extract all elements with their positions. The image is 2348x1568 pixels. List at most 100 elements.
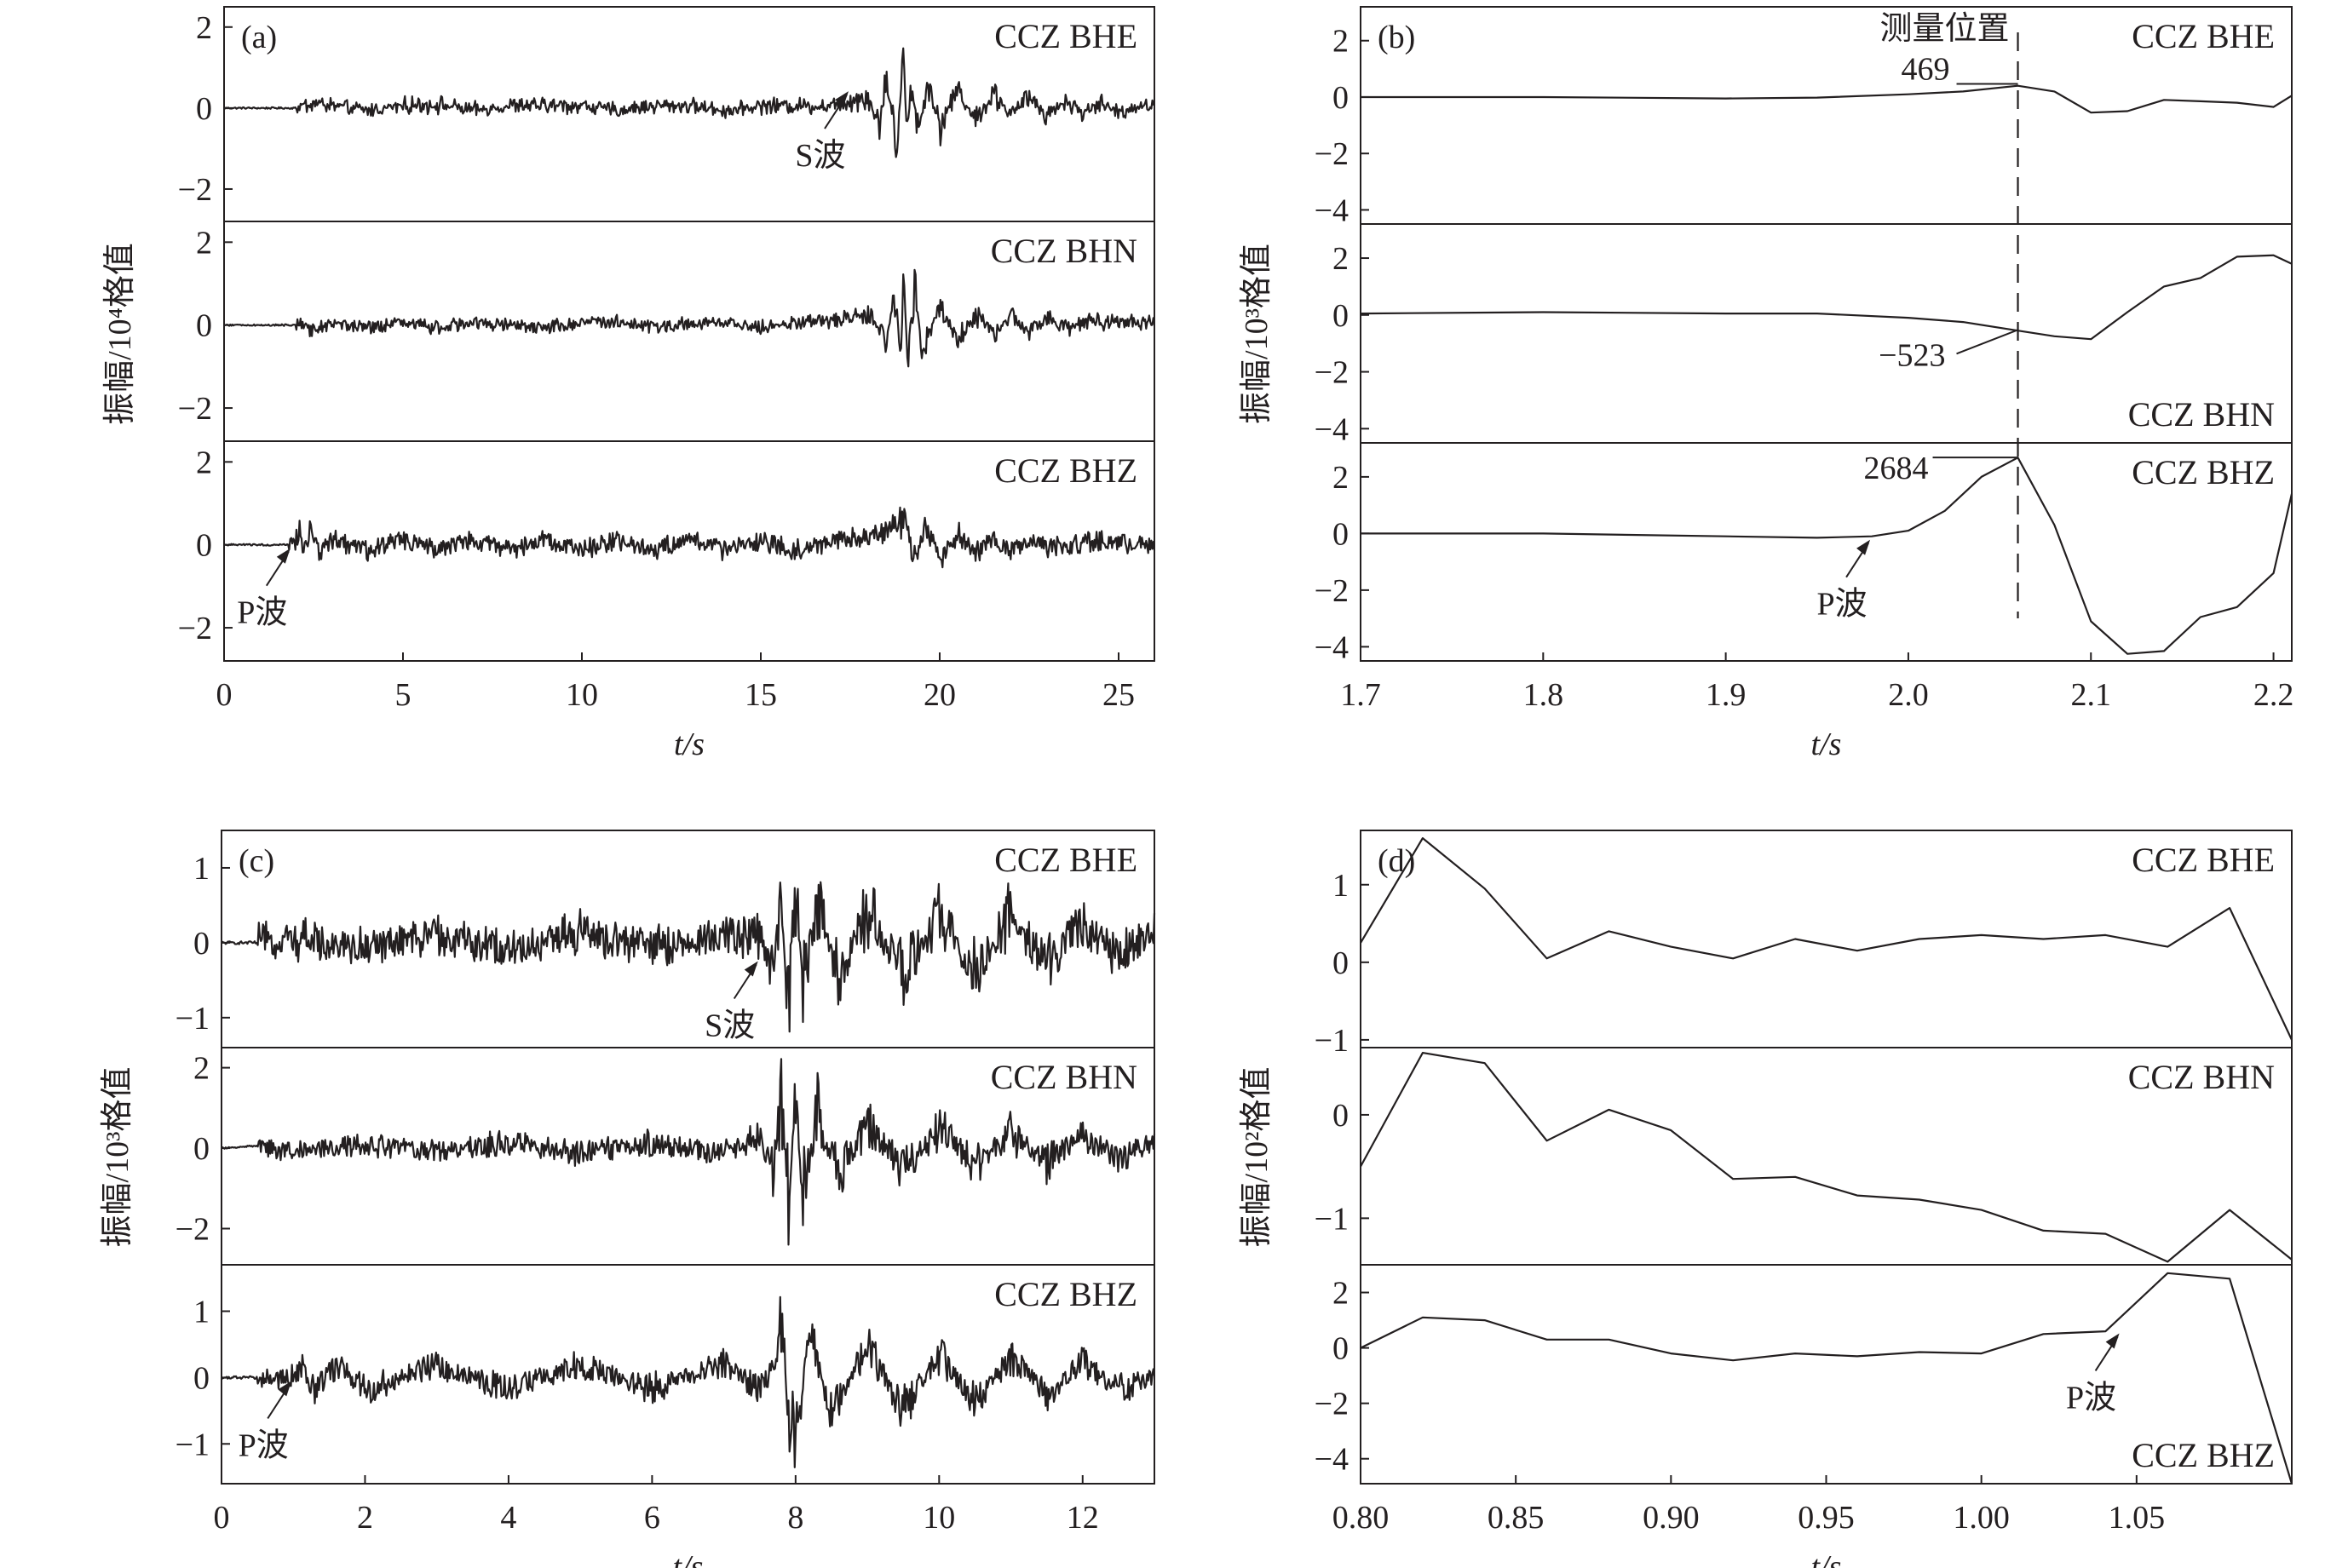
x-tick-label: 0.95 xyxy=(1798,1500,1855,1536)
y-tick-label: −2 xyxy=(1315,1387,1349,1422)
subplot-ccz-bhn: 2 0 −2 CCZ BHN xyxy=(176,1047,1156,1266)
y-tick-label: 2 xyxy=(196,225,212,261)
y-tick-label: 0 xyxy=(196,528,212,564)
panel-d: 1 0 −1 CCZ BHE 0 −1 CCZ BHN 2 0 −2 −4 CCZ BHZ P波 (d) 0… xyxy=(1239,830,2293,1568)
panel-label: (d) xyxy=(1378,843,1415,879)
x-tick-label: 2.0 xyxy=(1888,677,1929,713)
station-label: CCZ BHE xyxy=(994,841,1137,879)
y-axis-label: 振幅/10⁴格值 xyxy=(102,243,138,425)
y-tick-label: 0 xyxy=(193,1131,210,1167)
x-axis-label: t/s xyxy=(673,1549,704,1568)
y-tick-label: 0 xyxy=(193,1360,210,1396)
y-tick-label: −4 xyxy=(1315,1442,1349,1478)
x-axis-label: t/s xyxy=(1811,1549,1842,1568)
y-tick-label: −1 xyxy=(176,1427,210,1462)
y-tick-label: 2 xyxy=(1332,1276,1349,1312)
x-tick-label: 0.90 xyxy=(1643,1500,1700,1536)
y-tick-label: 0 xyxy=(1332,1098,1349,1134)
y-tick-label: −2 xyxy=(178,172,212,208)
y-tick-label: −2 xyxy=(178,391,212,427)
station-label: CCZ BHE xyxy=(2132,17,2275,55)
annotation-label: P波 xyxy=(239,1427,289,1463)
x-tick-label: 10 xyxy=(923,1500,955,1536)
station-label: CCZ BHE xyxy=(994,17,1137,55)
y-tick-label: −2 xyxy=(1315,136,1349,172)
station-label: CCZ BHE xyxy=(2132,841,2275,879)
annotation-arrowhead xyxy=(835,91,849,107)
x-tick-label: 4 xyxy=(500,1500,516,1536)
y-tick-label: −2 xyxy=(1315,573,1349,609)
subplot-ccz-bhz: 2 0 −2 −4 CCZ BHZ P波 xyxy=(1315,1264,2293,1485)
station-label: CCZ BHN xyxy=(991,1058,1137,1096)
y-tick-label: −1 xyxy=(176,1001,210,1037)
subplot-ccz-bhn: 0 −1 CCZ BHN xyxy=(1315,1047,2293,1266)
waveform-line xyxy=(221,1058,1156,1246)
waveform-line xyxy=(1360,1272,2293,1485)
subplot-ccz-bhe: 1 0 −1 CCZ BHE S波 xyxy=(176,830,1156,1048)
y-tick-label: −2 xyxy=(1315,355,1349,391)
subplot-frame xyxy=(1360,442,2293,662)
x-tick-label: 20 xyxy=(924,677,956,713)
annotation-label: S波 xyxy=(705,1008,755,1043)
waveform-line xyxy=(223,47,1155,158)
station-label: CCZ BHZ xyxy=(994,1275,1137,1313)
subplot-ccz-bhn: 2 0 −2 −4 CCZ BHN −523 xyxy=(1315,223,2293,447)
x-tick-label: 0 xyxy=(214,1500,230,1536)
annotation-label: S波 xyxy=(795,138,845,174)
y-tick-label: 2 xyxy=(193,1051,210,1087)
y-axis-label: 振幅/10³格值 xyxy=(100,1067,135,1248)
y-axis-label: 振幅/10³格值 xyxy=(1239,244,1275,424)
waveform-line xyxy=(223,268,1155,368)
waveform-line xyxy=(1360,1051,2293,1263)
annotation-arrowhead xyxy=(276,548,291,564)
x-tick-label: 2.2 xyxy=(2253,677,2294,713)
x-tick-label: 0 xyxy=(216,677,233,713)
y-tick-label: 1 xyxy=(193,851,210,887)
y-tick-label: −2 xyxy=(176,1212,210,1248)
y-tick-label: 0 xyxy=(1332,298,1349,334)
y-tick-label: 2 xyxy=(1332,24,1349,60)
panel-label: (c) xyxy=(239,843,274,879)
x-tick-label: 5 xyxy=(395,677,411,713)
x-tick-label: 10 xyxy=(566,677,598,713)
waveform-line xyxy=(1360,254,2293,341)
waveform-line xyxy=(1360,836,2293,1041)
y-tick-label: 0 xyxy=(1332,945,1349,981)
subplot-ccz-bhz: 2 0 −2 −4 CCZ BHZ 2684 P波 xyxy=(1315,442,2293,665)
station-label: CCZ BHN xyxy=(2128,1058,2275,1096)
measurement-marker-label: 测量位置 xyxy=(1880,11,2010,47)
subplot-frame xyxy=(223,440,1155,662)
x-tick-label: 6 xyxy=(644,1500,660,1536)
y-axis-label: 振幅/10²格值 xyxy=(1239,1067,1275,1248)
y-tick-label: −4 xyxy=(1315,629,1349,665)
y-tick-label: −1 xyxy=(1315,1023,1349,1059)
y-tick-label: 0 xyxy=(1332,516,1349,552)
station-label: CCZ BHN xyxy=(2128,395,2275,434)
x-tick-label: 1.00 xyxy=(1953,1500,2010,1536)
value-label: 469 xyxy=(1902,51,1950,87)
y-tick-label: −4 xyxy=(1315,192,1349,228)
panel-b: 2 0 −2 −4 CCZ BHE 469 2 0 −2 −4 CCZ BHN −523 2 0 −2 −4 C… xyxy=(1239,6,2294,762)
x-tick-label: 1.7 xyxy=(1340,677,1381,713)
y-tick-label: −1 xyxy=(1315,1201,1349,1237)
y-tick-label: 0 xyxy=(196,308,212,344)
panel-label: (b) xyxy=(1378,20,1415,55)
station-label: CCZ BHZ xyxy=(2132,453,2275,491)
x-tick-label: 0.85 xyxy=(1488,1500,1545,1536)
annotation-label: P波 xyxy=(237,595,287,631)
annotation-arrowhead xyxy=(278,1381,292,1397)
station-label: CCZ BHZ xyxy=(994,451,1137,490)
y-tick-label: 0 xyxy=(196,91,212,127)
y-tick-label: 0 xyxy=(1332,1331,1349,1367)
waveform-line xyxy=(223,506,1156,569)
panel-label: (a) xyxy=(241,20,277,55)
x-tick-label: 2 xyxy=(357,1500,373,1536)
x-tick-label: 1.8 xyxy=(1523,677,1564,713)
station-label: CCZ BHN xyxy=(991,232,1137,270)
value-leader-line xyxy=(1956,329,2018,355)
y-tick-label: 2 xyxy=(1332,460,1349,496)
subplot-ccz-bhn: 2 0 −2 CCZ BHN xyxy=(178,221,1155,442)
waveform-line xyxy=(1361,84,2293,114)
waveform-line xyxy=(221,1295,1156,1468)
subplot-ccz-bhe: 1 0 −1 CCZ BHE xyxy=(1315,830,2293,1059)
